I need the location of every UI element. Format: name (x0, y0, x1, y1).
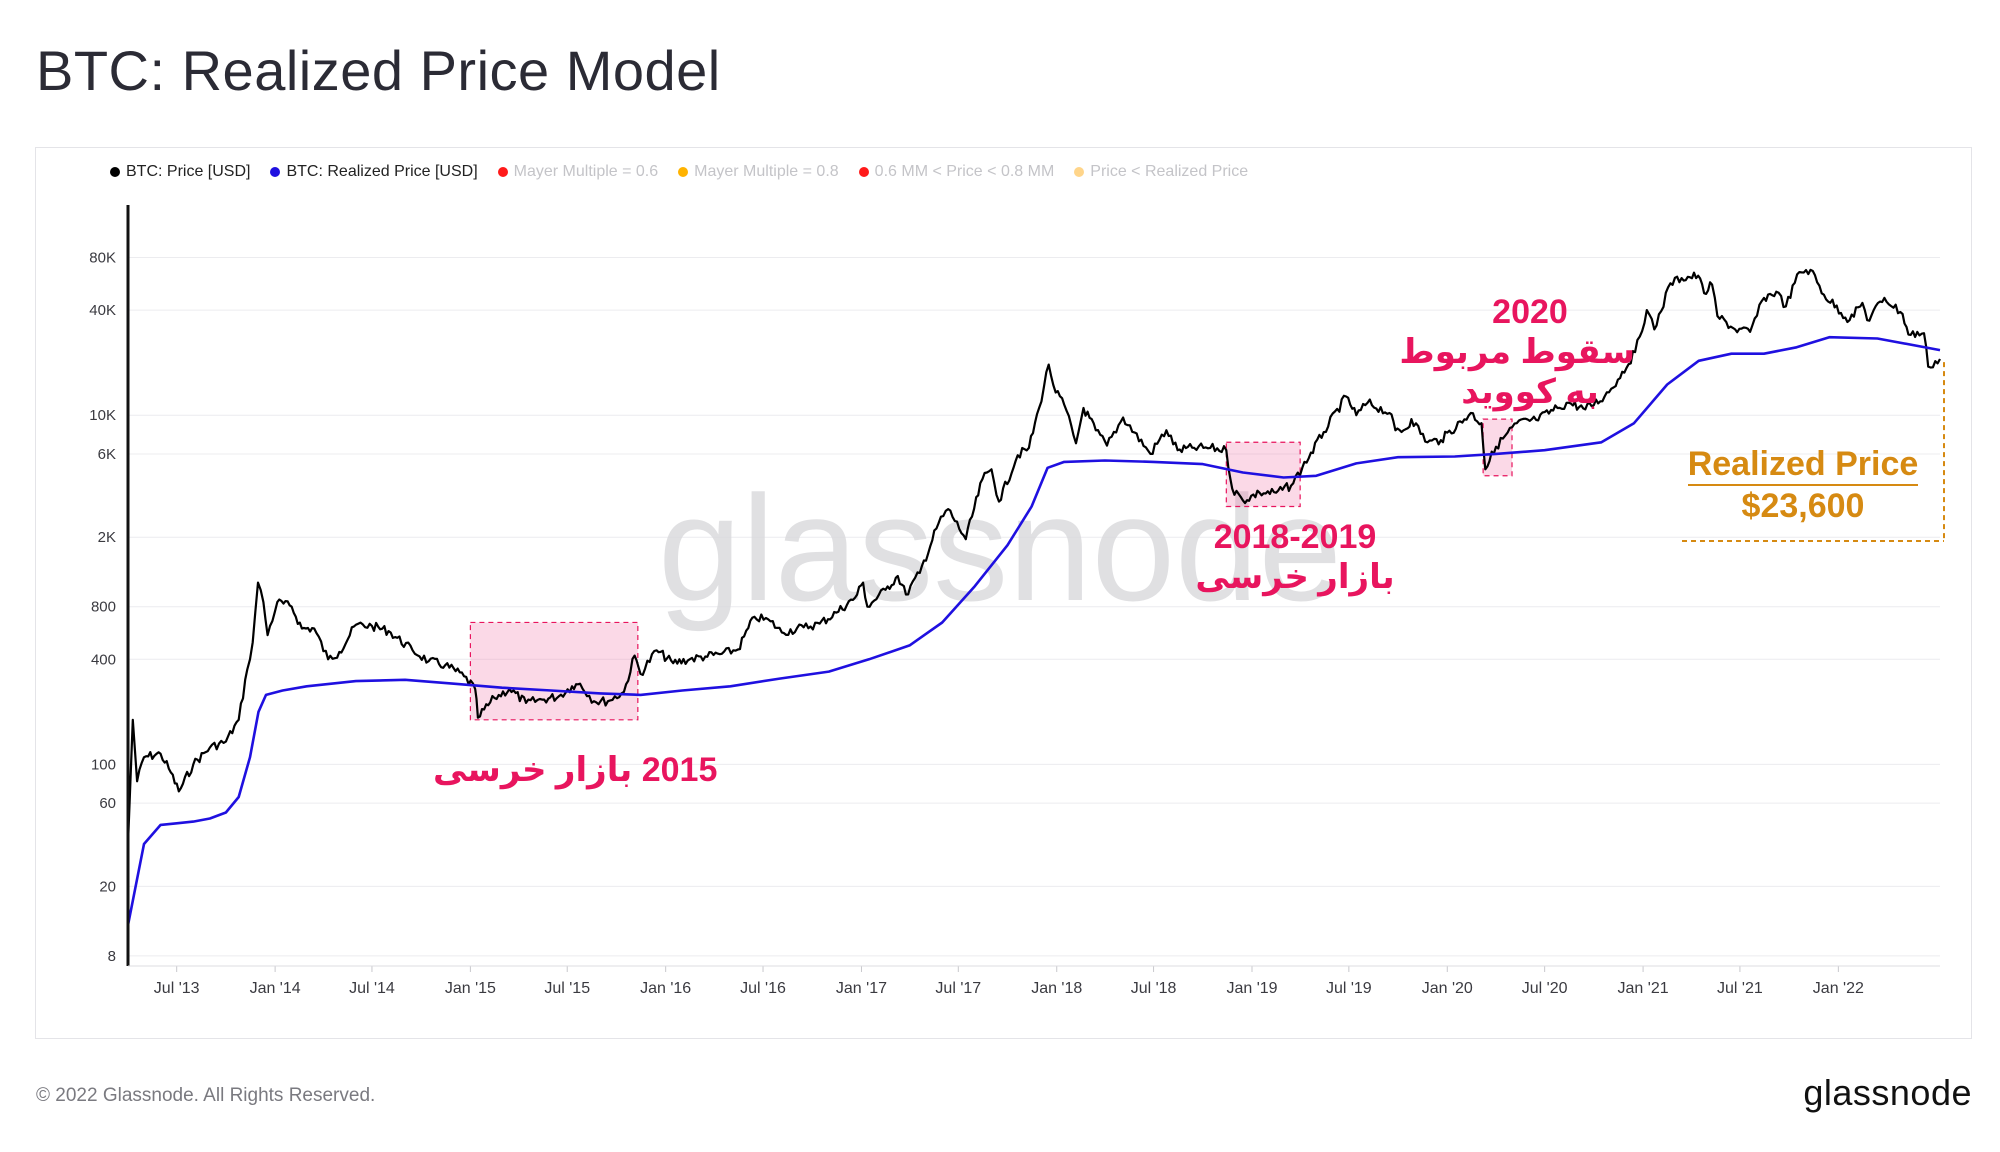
legend-item-mayer-08[interactable]: Mayer Multiple = 0.8 (678, 163, 839, 181)
legend-label: Mayer Multiple = 0.8 (694, 163, 839, 180)
x-tick-label: Jul '16 (740, 980, 786, 997)
axis-layer: 8 20 60 100 400 800 2K 6K 10K 40K 80K Jul '13 Jan '1… (89, 205, 1940, 997)
x-tick-label: Jul '21 (1717, 980, 1763, 997)
annotation-realized-price: Realized Price $23,600 (1678, 444, 1928, 526)
legend-label: Price < Realized Price (1090, 163, 1249, 180)
legend-label: BTC: Price [USD] (126, 163, 251, 180)
x-tick-label: Jul '19 (1326, 980, 1372, 997)
legend-dot-mm-band (858, 167, 869, 177)
x-tick-label: Jan '19 (1226, 980, 1277, 997)
x-tick-label: Jan '15 (445, 980, 496, 997)
y-tick-label: 60 (99, 795, 116, 812)
x-tick-label: Jan '20 (1422, 980, 1473, 997)
legend-dot-realized-price (270, 167, 281, 177)
y-tick-label: 2K (98, 529, 116, 546)
legend-dot-price (110, 167, 120, 177)
legend-label: Mayer Multiple = 0.6 (513, 163, 659, 180)
y-tick-label: 8 (108, 948, 116, 965)
y-tick-label: 100 (91, 756, 116, 773)
legend-dot-mayer-06 (497, 167, 508, 177)
legend-item-price[interactable]: BTC: Price [USD] (110, 163, 250, 181)
legend-dot-mayer-08 (678, 167, 689, 177)
x-tick-label: Jul '18 (1131, 980, 1177, 997)
realized-price-line (126, 335, 1941, 926)
legend-item-price-below-realized[interactable]: Price < Realized Price (1074, 163, 1248, 181)
y-tick-label: 10K (89, 407, 116, 424)
footer-logo[interactable]: glassnode (1803, 1072, 1972, 1113)
x-tick-label: Jan '16 (640, 980, 691, 997)
y-tick-label: 800 (91, 599, 116, 616)
x-tick-label: Jul '13 (154, 980, 200, 997)
legend-item-mm-band[interactable]: 0.6 MM < Price < 0.8 MM (858, 163, 1055, 181)
annotation-covid-year: 2020 (1492, 293, 1568, 331)
x-tick-label: Jul '15 (544, 980, 590, 997)
series-layer (126, 268, 1941, 926)
legend-label: 0.6 MM < Price < 0.8 MM (874, 163, 1055, 180)
annotation-bear-2015: 2015 بازار خرسی (433, 751, 718, 789)
chart-legend: BTC: Price [USD] BTC: Realized Price [US… (110, 163, 1248, 181)
x-tick-label: Jan '17 (836, 980, 887, 997)
grid-layer (128, 257, 1940, 957)
y-tick-label: 80K (89, 250, 116, 267)
x-tick-label: Jan '18 (1031, 980, 1082, 997)
x-tick-label: Jan '22 (1813, 980, 1864, 997)
annotation-covid-line2: به کووید (1461, 373, 1599, 411)
legend-item-mayer-06[interactable]: Mayer Multiple = 0.6 (497, 163, 659, 181)
annotation-bear-2018: 2018-2019 بازار خرسی (1195, 517, 1395, 597)
annotation-covid-2020: 2020 سقوط مربوط به کووید (1399, 292, 1635, 412)
y-tick-label: 20 (99, 878, 116, 895)
y-tick-label: 400 (91, 651, 116, 668)
y-tick-label: 40K (89, 302, 116, 319)
x-tick-label: Jul '17 (935, 980, 981, 997)
x-tick-label: Jan '21 (1618, 980, 1669, 997)
chart-card (35, 147, 1972, 1039)
watermark: glassnode (658, 464, 1342, 632)
page-title: BTC: Realized Price Model (36, 39, 721, 102)
annotation-realized-label: Realized Price (1687, 444, 1919, 486)
legend-dot-price-below-realized (1074, 167, 1085, 177)
price-line (126, 268, 1941, 845)
x-tick-label: Jan '14 (250, 980, 301, 997)
y-tick-label: 6K (98, 446, 116, 463)
legend-label: BTC: Realized Price [USD] (286, 163, 478, 180)
annotation-covid-line1: سقوط مربوط (1399, 333, 1635, 371)
annotation-realized-value: $23,600 (1741, 487, 1865, 525)
legend-item-realized-price[interactable]: BTC: Realized Price [USD] (270, 163, 478, 181)
x-tick-label: Jul '20 (1522, 980, 1568, 997)
x-tick-label: Jul '14 (349, 980, 395, 997)
footer-copyright: © 2022 Glassnode. All Rights Reserved. (36, 1085, 376, 1106)
highlight-region-bear_2015 (469, 621, 639, 721)
annotation-bear-2018-text: بازار خرسی (1195, 558, 1395, 596)
realized-price-marker (1682, 362, 1945, 542)
annotation-bear-2018-year: 2018-2019 (1213, 518, 1377, 556)
